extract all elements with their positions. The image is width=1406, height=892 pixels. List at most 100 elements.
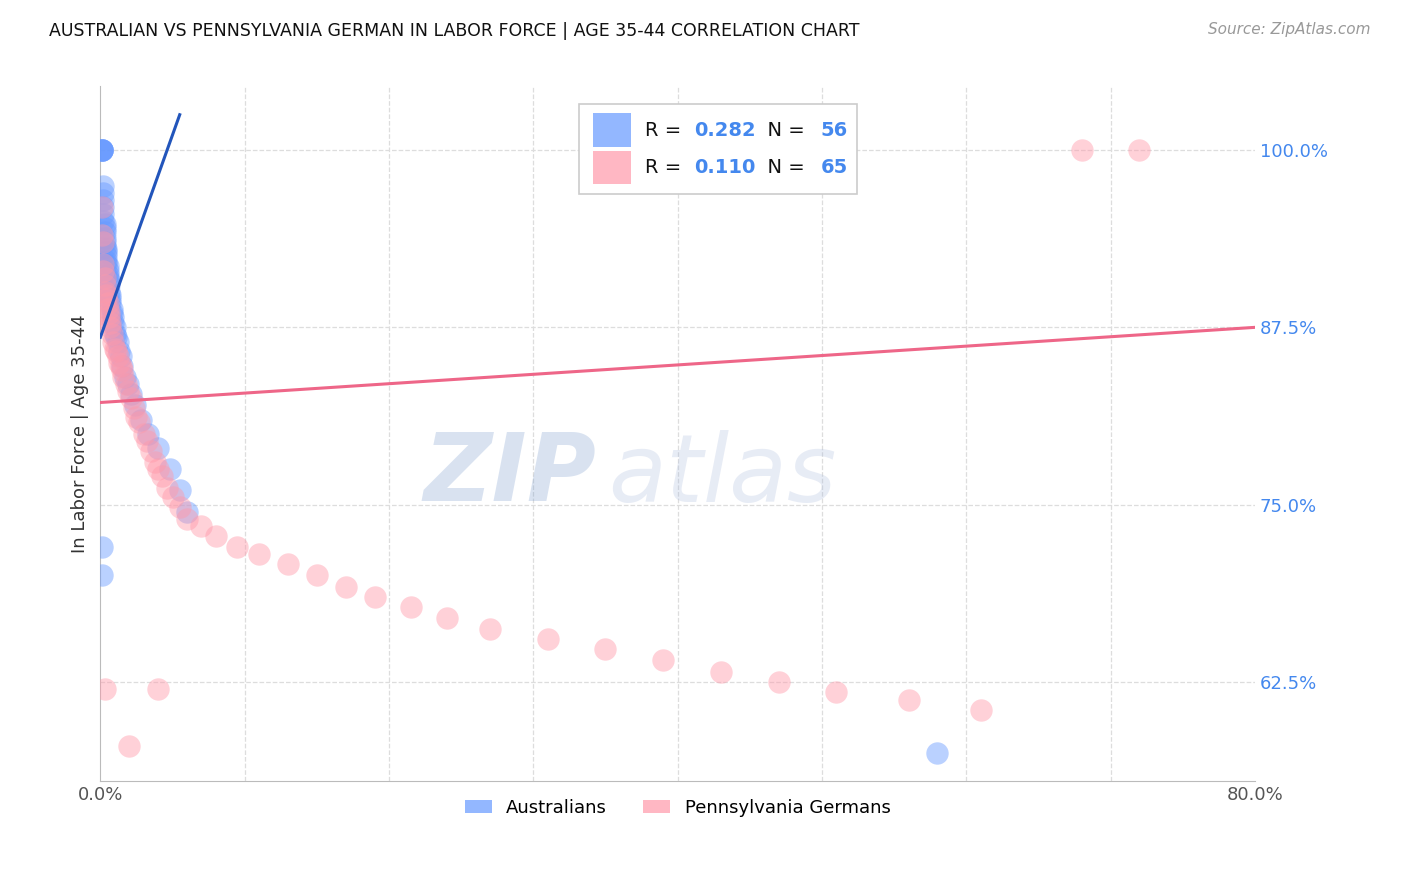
Point <box>710 665 733 679</box>
Point <box>114 370 136 384</box>
Point <box>479 623 502 637</box>
Point <box>103 310 125 325</box>
Point <box>91 256 114 270</box>
Point <box>90 143 112 157</box>
Point <box>139 443 162 458</box>
Point <box>91 214 114 228</box>
Point <box>190 518 212 533</box>
Point <box>247 547 270 561</box>
Point <box>176 512 198 526</box>
Point <box>94 253 117 268</box>
Point <box>111 363 134 377</box>
FancyBboxPatch shape <box>593 151 631 185</box>
Point <box>97 301 120 316</box>
Text: 0.110: 0.110 <box>693 158 755 178</box>
Point <box>305 568 328 582</box>
Point <box>91 186 114 200</box>
Point <box>117 384 139 399</box>
Point <box>93 285 115 299</box>
Point <box>93 270 115 285</box>
Point <box>107 334 129 349</box>
Point <box>91 235 114 250</box>
Point <box>94 287 117 301</box>
Point <box>93 217 115 231</box>
Point <box>98 306 121 320</box>
Point <box>98 274 121 288</box>
Point <box>94 292 117 306</box>
FancyBboxPatch shape <box>593 113 631 147</box>
Point <box>399 599 422 614</box>
Point <box>93 231 115 245</box>
Point <box>91 200 114 214</box>
Point <box>98 285 121 299</box>
Point <box>97 268 120 282</box>
Point <box>110 359 132 373</box>
Point <box>136 426 159 441</box>
Point <box>91 207 114 221</box>
Point <box>927 746 949 760</box>
Point <box>108 356 131 370</box>
Point <box>897 693 920 707</box>
Text: 65: 65 <box>821 158 848 178</box>
Point <box>94 245 117 260</box>
Point <box>90 143 112 157</box>
Point <box>1070 143 1092 157</box>
Point <box>117 377 139 392</box>
Point <box>93 277 115 292</box>
Point <box>363 590 385 604</box>
Point <box>436 611 458 625</box>
Point <box>97 263 120 277</box>
Point <box>152 469 174 483</box>
Point <box>98 277 121 292</box>
Point <box>169 500 191 515</box>
Point <box>105 344 128 359</box>
Text: atlas: atlas <box>609 430 837 521</box>
Text: R =: R = <box>645 120 688 140</box>
Point <box>91 263 114 277</box>
Point <box>111 359 134 373</box>
Point <box>825 684 848 698</box>
Point <box>97 260 120 274</box>
Point <box>146 441 169 455</box>
Point <box>176 505 198 519</box>
Point <box>100 320 122 334</box>
Text: N =: N = <box>755 158 811 178</box>
Point <box>768 674 790 689</box>
Point <box>110 349 132 363</box>
Point <box>93 235 115 250</box>
Point <box>124 398 146 412</box>
Point <box>94 243 117 257</box>
Point <box>156 481 179 495</box>
Point <box>537 632 560 647</box>
Point <box>90 143 112 157</box>
Point <box>335 580 357 594</box>
Point <box>118 739 141 753</box>
Point <box>104 342 127 356</box>
Point <box>98 310 121 325</box>
Point <box>93 226 115 240</box>
Point <box>132 426 155 441</box>
Text: N =: N = <box>755 120 811 140</box>
Point <box>277 557 299 571</box>
Point <box>101 301 124 316</box>
Point <box>104 320 127 334</box>
Point <box>128 415 150 429</box>
Point <box>101 306 124 320</box>
Point <box>135 434 157 448</box>
Point <box>100 316 122 330</box>
Text: AUSTRALIAN VS PENNSYLVANIA GERMAN IN LABOR FORCE | AGE 35-44 CORRELATION CHART: AUSTRALIAN VS PENNSYLVANIA GERMAN IN LAB… <box>49 22 859 40</box>
Text: Source: ZipAtlas.com: Source: ZipAtlas.com <box>1208 22 1371 37</box>
Point <box>1128 143 1150 157</box>
Point <box>125 409 148 424</box>
Point <box>90 200 112 214</box>
Text: 56: 56 <box>821 120 848 140</box>
Point <box>90 228 112 243</box>
Point <box>146 462 169 476</box>
Point <box>100 296 122 310</box>
Legend: Australians, Pennsylvania Germans: Australians, Pennsylvania Germans <box>457 791 898 824</box>
Point <box>969 703 991 717</box>
Text: ZIP: ZIP <box>425 429 596 521</box>
Point <box>93 221 115 235</box>
Point <box>115 377 138 392</box>
Text: 0.282: 0.282 <box>693 120 755 140</box>
